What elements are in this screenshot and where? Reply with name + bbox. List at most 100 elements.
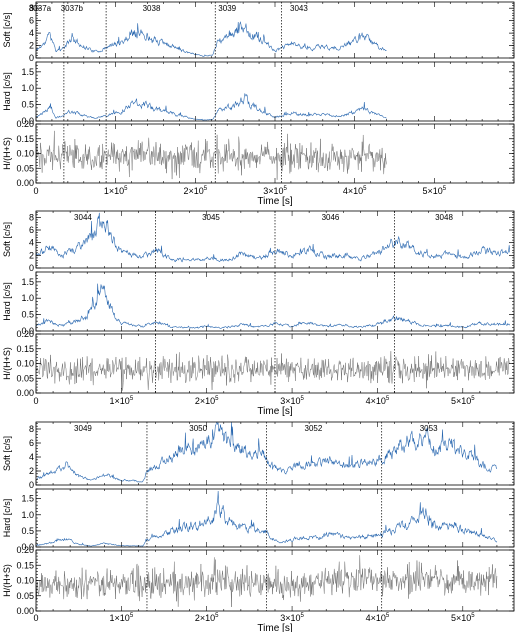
- y-tick-label: 0.5: [21, 100, 34, 110]
- x-tick-label: 3×105: [263, 186, 287, 196]
- panel-1-3: 0.00 0.05 0.10 0.15 0.20 H/(H+S): [2, 119, 515, 188]
- panel-1-1: 0 2 4 6 8 Soft [c/s] 3037a 3037b 3038 3039 3043: [2, 1, 515, 63]
- panel-frame: [35, 488, 515, 548]
- x-tick-label: 2×105: [195, 396, 219, 406]
- y-axis-label: Hard [c/s]: [2, 282, 12, 321]
- observation-label: 3052: [305, 424, 323, 433]
- y-axis-label: H/(H+S): [2, 137, 12, 170]
- y-tick-label: 6: [29, 225, 34, 235]
- x-tick-label: 2×105: [184, 186, 208, 196]
- y-tick-label: 0.20: [16, 545, 34, 555]
- y-tick-label: 1.0: [21, 293, 34, 303]
- x-axis-2: 0 1×105 2×105 3×105 4×105 5×105 Time [s]: [33, 396, 475, 417]
- panel-3-1: 0 2 4 6 8 Soft [c/s] 3049 3050 3052 3053: [2, 421, 515, 490]
- panel-frame: [35, 271, 515, 332]
- y-tick-label: 0.20: [16, 329, 34, 339]
- panel-2-3: 0.00 0.05 0.10 0.15 0.20 H/(H+S): [2, 329, 515, 398]
- series-line: [35, 421, 498, 483]
- x-tick-label: 0: [33, 613, 38, 623]
- y-tick-label: 0.10: [16, 359, 34, 369]
- y-tick-label: 0.0: [21, 542, 34, 552]
- y-tick-label: 0.00: [16, 606, 34, 616]
- y-tick-label: 0.00: [16, 178, 34, 188]
- y-axis-label: H/(H+S): [2, 347, 12, 380]
- y-tick-label: 1.0: [21, 510, 34, 520]
- y-tick-label: 0.0: [21, 116, 34, 126]
- panel-1-2: 0.0 0.5 1.0 1.5 Hard [c/s]: [2, 61, 515, 126]
- observation-label: 3043: [290, 4, 308, 13]
- y-tick-label: 8: [29, 424, 34, 434]
- panel-3-3: 0.00 0.05 0.10 0.15 0.20 H/(H+S): [2, 545, 515, 616]
- y-tick-label: 1.0: [21, 83, 34, 93]
- y-axis-label: Hard [c/s]: [2, 72, 12, 111]
- observation-label: 3045: [202, 213, 220, 222]
- y-tick-label: 6: [29, 438, 34, 448]
- series-line: [35, 21, 387, 57]
- observation-label: 3037a: [29, 4, 52, 13]
- y-tick-label: 4: [29, 28, 34, 38]
- observation-label: 3053: [420, 424, 438, 433]
- y-axis-label: Hard [c/s]: [2, 499, 12, 538]
- x-axis-label: Time [s]: [257, 196, 292, 207]
- y-tick-label: 0: [29, 480, 34, 490]
- y-tick-label: 0: [29, 53, 34, 63]
- y-tick-label: 1.5: [21, 277, 34, 287]
- series-line: [35, 283, 510, 329]
- y-tick-label: 8: [29, 212, 34, 222]
- y-axis-label: Soft [c/s]: [2, 222, 12, 257]
- y-tick-label: 0.15: [16, 344, 34, 354]
- observation-label: 3048: [435, 213, 453, 222]
- y-tick-label: 4: [29, 238, 34, 248]
- y-tick-label: 1.5: [21, 67, 34, 77]
- panel-frame: [35, 1, 515, 59]
- y-tick-label: 0.00: [16, 388, 34, 398]
- x-tick-label: 1×105: [110, 396, 134, 406]
- observation-label: 3046: [322, 213, 340, 222]
- observation-label: 3050: [189, 424, 207, 433]
- y-tick-label: 0.15: [16, 560, 34, 570]
- x-tick-label: 2×105: [195, 613, 219, 623]
- x-tick-label: 4×105: [366, 396, 390, 406]
- x-tick-label: 3×105: [280, 613, 304, 623]
- y-tick-label: 8: [29, 3, 34, 13]
- y-tick-label: 2: [29, 466, 34, 476]
- y-tick-label: 6: [29, 16, 34, 26]
- series-line: [35, 130, 387, 180]
- x-tick-label: 5×105: [423, 186, 447, 196]
- y-axis-label: Soft [c/s]: [2, 436, 12, 471]
- panel-2-2: 0.0 0.5 1.0 1.5 Hard [c/s]: [2, 271, 515, 336]
- x-tick-label: 4×105: [343, 186, 367, 196]
- panel-3-2: 0.0 0.5 1.0 1.5 Hard [c/s]: [2, 488, 515, 552]
- panel-2-1: 0 2 4 6 8 Soft [c/s] 3044 3045 3046 3048: [2, 210, 515, 273]
- x-axis-1: 0 1×105 2×105 3×105 4×105 5×105 Time [s]: [33, 186, 446, 207]
- y-tick-label: 2: [29, 41, 34, 51]
- observation-label: 3039: [218, 4, 236, 13]
- observation-label: 3044: [74, 213, 92, 222]
- y-tick-label: 0.05: [16, 373, 34, 383]
- y-axis-label: Soft [c/s]: [2, 12, 12, 47]
- x-tick-label: 1×105: [110, 613, 134, 623]
- x-tick-label: 5×105: [451, 613, 475, 623]
- y-tick-label: 0.05: [16, 163, 34, 173]
- y-tick-label: 0.10: [16, 149, 34, 159]
- y-tick-label: 1.5: [21, 494, 34, 504]
- x-tick-label: 4×105: [366, 613, 390, 623]
- y-tick-label: 4: [29, 452, 34, 462]
- x-axis-label: Time [s]: [257, 623, 292, 632]
- panel-frame: [35, 333, 515, 394]
- panel-frame: [35, 61, 515, 122]
- series-line: [35, 491, 498, 547]
- y-tick-label: 0.5: [21, 310, 34, 320]
- x-axis-label: Time [s]: [257, 406, 292, 417]
- y-tick-label: 0.15: [16, 134, 34, 144]
- y-tick-label: 0.0: [21, 326, 34, 336]
- x-tick-label: 5×105: [451, 396, 475, 406]
- y-tick-label: 2: [29, 250, 34, 260]
- y-tick-label: 0.5: [21, 526, 34, 536]
- y-tick-label: 0.05: [16, 591, 34, 601]
- observation-label: 3049: [74, 424, 92, 433]
- x-tick-label: 1×105: [104, 186, 128, 196]
- observation-label: 3037b: [61, 4, 84, 13]
- series-line: [35, 351, 510, 391]
